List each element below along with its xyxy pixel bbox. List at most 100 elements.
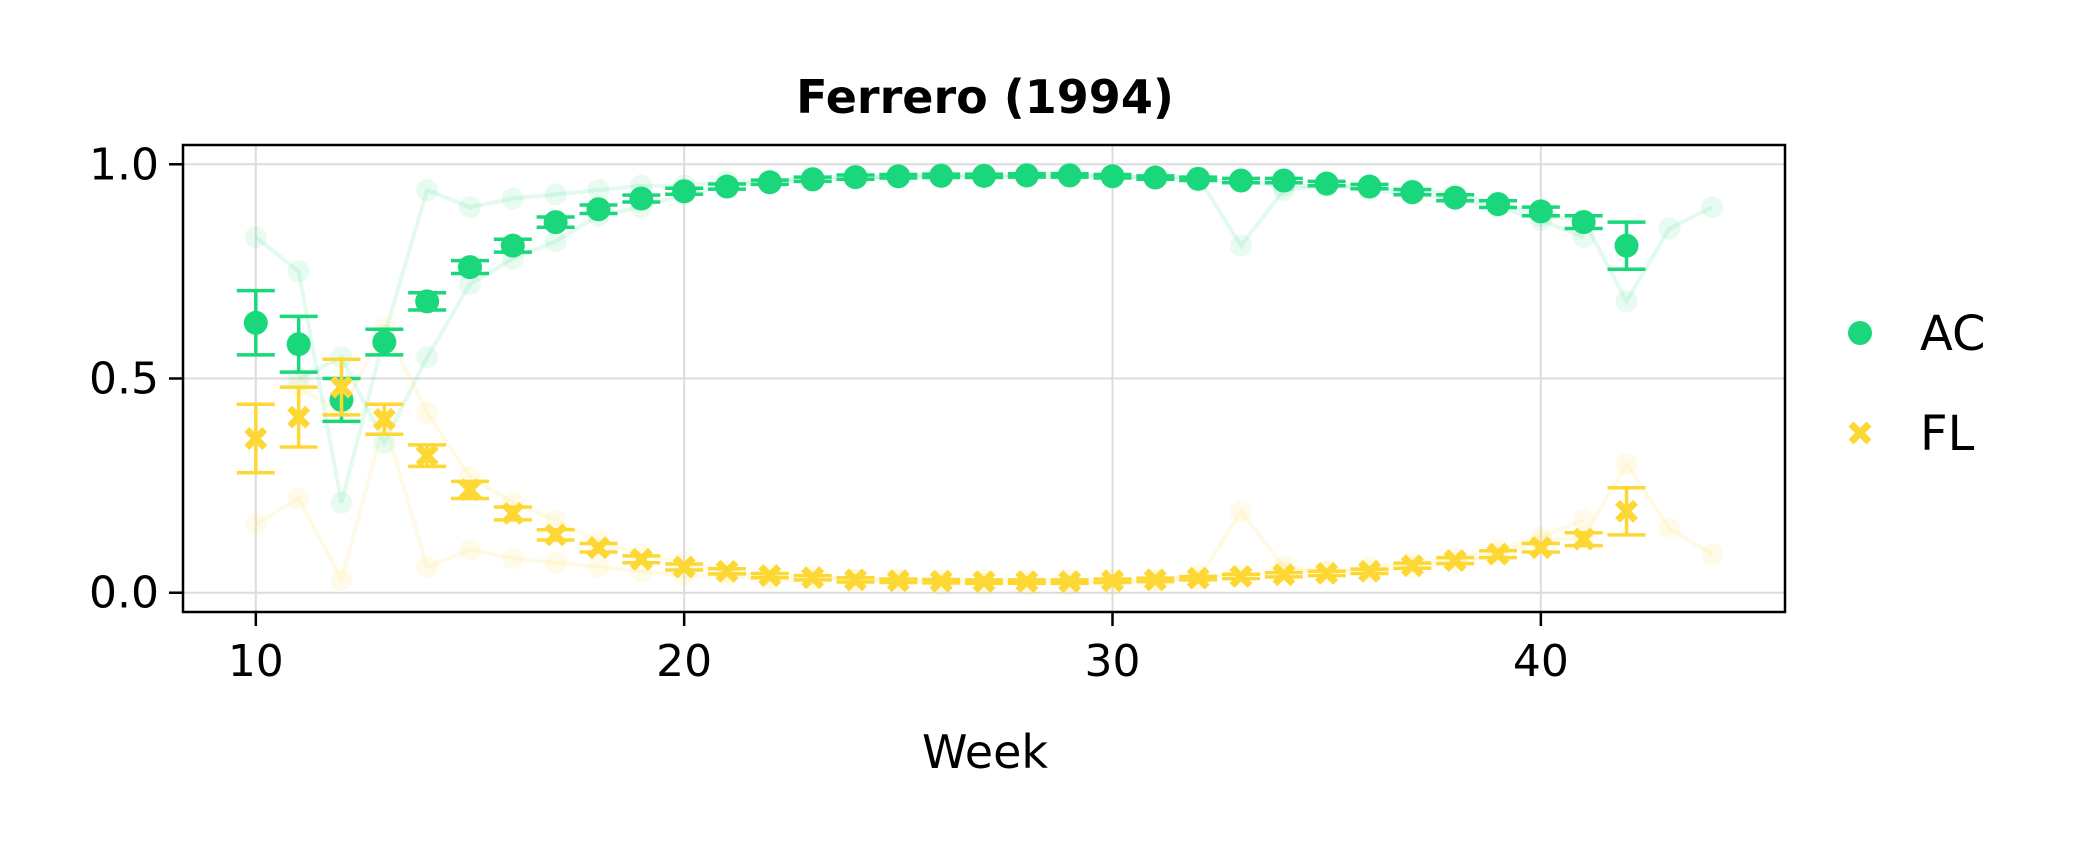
data-point [1443,549,1467,573]
legend-marker-fl [1848,421,1872,445]
marker-stroke [1272,563,1296,587]
marker-stroke [544,523,568,547]
chart-title: Ferrero (1994) [796,70,1174,124]
trace-point [1615,290,1638,313]
data-point [244,427,268,450]
marker-stroke [672,555,696,579]
data-point [844,568,867,592]
marker-stroke [587,536,610,560]
trace-point [1701,196,1724,219]
data-point [843,165,868,190]
data-point [586,197,611,222]
marker-stroke [1101,569,1124,593]
data-point [1229,168,1254,193]
data-point [972,570,996,594]
legend-marker-ac [1848,321,1872,345]
marker-stroke [330,375,353,399]
trace-point [1658,517,1681,540]
marker-stroke [629,547,653,571]
data-point [372,407,396,431]
trace-point [416,556,439,579]
marker-stroke [1615,499,1638,523]
trace-point [1230,234,1253,257]
legend: AC FL [1848,306,1986,462]
trace-point [416,401,439,424]
marker-stroke [844,568,867,592]
trace-point [244,513,267,536]
marker-stroke [1443,549,1467,573]
data-point [543,210,568,235]
data-point [1528,199,1553,224]
data-point [629,186,654,211]
data-point [1143,568,1167,592]
data-point [243,310,268,335]
trace-point [244,226,267,249]
data-point [758,564,782,588]
marker-stroke [501,501,525,525]
data-point [886,164,911,189]
marker-stroke [886,569,910,593]
trace-point [501,187,524,210]
data-point [1058,570,1082,594]
data-point [1571,210,1596,235]
data-point [1014,163,1039,188]
trace-point [330,568,353,591]
marker-stroke [1058,570,1082,594]
trace-point [1230,500,1253,523]
data-point [544,523,568,547]
trace-point [373,431,396,454]
marker-stroke [1400,554,1424,578]
trace-point [330,491,353,514]
data-point [1443,185,1468,210]
x-tick-label: 10 [228,636,284,687]
marker-stroke [715,559,739,583]
data-point [972,163,996,188]
trace-point [544,551,567,574]
data-point [800,167,825,192]
trace-line [297,175,1585,448]
data-point [1186,566,1210,590]
data-point [757,170,782,195]
data-point [1101,569,1124,593]
marker-stroke [1358,559,1381,583]
marker-stroke [287,405,311,429]
data-point [1143,165,1168,190]
data-point [1614,233,1639,258]
trace-point [458,273,481,296]
trace-point [287,260,310,283]
marker-stroke [1529,536,1553,560]
trace-point [1572,508,1595,531]
data-point [1572,527,1596,551]
x-tick-label: 30 [1085,636,1141,687]
data-point [1271,168,1296,193]
data-point [501,501,525,525]
data-point [801,566,825,590]
y-tick-label: 0.5 [89,354,159,405]
data-point [1186,166,1211,191]
data-point [1400,180,1425,205]
x-axis-label: Week [922,725,1048,779]
data-point [1314,171,1339,196]
trace-line [297,322,1585,582]
trace-point [1701,543,1724,566]
data-point [1315,561,1339,585]
data-point [929,163,954,188]
marker-stroke [1315,561,1339,585]
y-tick-label: 0.0 [89,568,159,619]
trace-point [287,487,310,510]
data-point [415,289,440,314]
y-tick-label: 1.0 [89,139,159,190]
data-point [886,569,910,593]
series-ac [236,163,1646,424]
data-point [286,332,311,357]
marker-stroke [972,570,996,594]
marker-stroke [1572,527,1596,551]
marker-stroke [1229,564,1253,588]
data-point [672,555,696,579]
trace-point [458,538,481,561]
trace-point [1658,217,1681,240]
data-point [1057,163,1082,188]
trace-point [587,178,610,201]
